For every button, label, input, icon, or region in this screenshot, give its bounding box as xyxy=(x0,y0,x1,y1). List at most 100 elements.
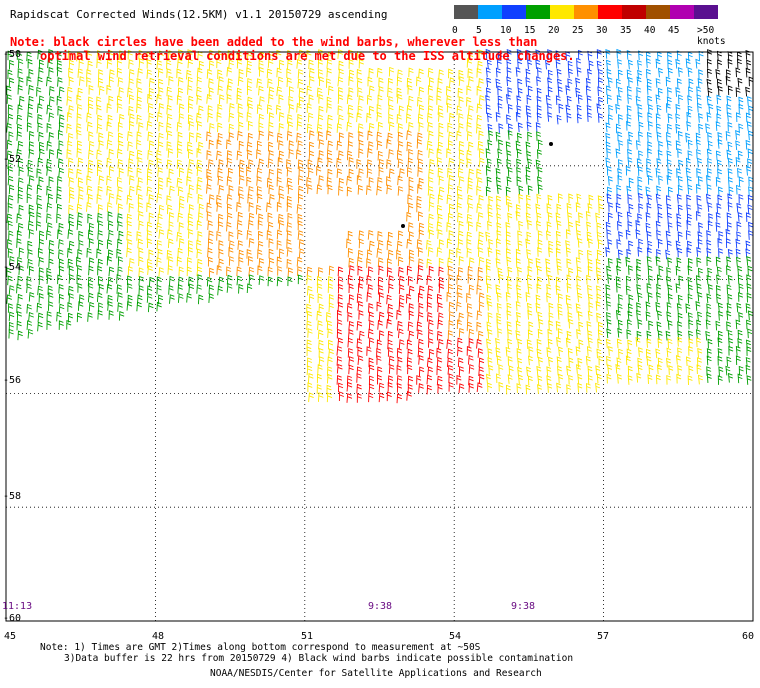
wind-barb xyxy=(348,69,355,80)
wind-barb xyxy=(366,159,373,169)
wind-barb xyxy=(26,193,32,203)
wind-barb xyxy=(7,175,14,186)
wind-barb xyxy=(258,275,265,285)
wind-barb xyxy=(266,68,273,79)
wind-barb xyxy=(276,49,282,60)
legend-label: 5 xyxy=(476,25,482,36)
wind-barb xyxy=(16,148,22,159)
wind-barb xyxy=(677,231,683,241)
wind-barb xyxy=(117,186,123,196)
wind-barb xyxy=(637,103,643,114)
wind-barb xyxy=(416,138,423,149)
wind-barb xyxy=(386,294,392,305)
wind-barb xyxy=(688,78,694,89)
wind-barb xyxy=(438,186,445,197)
wind-barb xyxy=(138,256,144,267)
wind-barb xyxy=(526,302,532,313)
wind-barb xyxy=(136,185,142,196)
wind-barb xyxy=(298,239,305,249)
wind-barb xyxy=(367,284,374,294)
wind-barb xyxy=(138,247,144,258)
wind-barb xyxy=(116,67,123,78)
wind-barb xyxy=(518,193,524,204)
wind-barb xyxy=(38,59,44,70)
wind-barb xyxy=(446,102,452,113)
wind-barb xyxy=(417,158,424,169)
wind-barb xyxy=(608,202,614,212)
wind-barb xyxy=(297,266,303,276)
wind-barb xyxy=(96,292,103,303)
wind-barb xyxy=(418,383,424,393)
wind-barb xyxy=(396,69,403,80)
wind-barb xyxy=(577,357,583,368)
wind-barb xyxy=(337,283,344,294)
wind-barb xyxy=(595,258,601,269)
wind-barb xyxy=(476,310,483,321)
wind-barb xyxy=(745,240,751,251)
contamination-dot xyxy=(401,224,405,228)
wind-barb xyxy=(618,139,624,150)
wind-barb xyxy=(88,238,94,248)
wind-barb xyxy=(487,139,493,150)
wind-barb xyxy=(466,303,473,313)
wind-barb xyxy=(96,96,102,107)
wind-barb xyxy=(186,168,193,178)
wind-barb xyxy=(478,301,485,312)
wind-barb xyxy=(196,184,202,194)
wind-barb xyxy=(306,346,312,357)
wind-barb xyxy=(37,114,43,124)
wind-barb xyxy=(577,94,583,104)
wind-barb xyxy=(348,283,354,294)
wind-barb xyxy=(596,222,602,233)
wind-barb xyxy=(735,355,741,366)
wind-barb xyxy=(158,267,165,277)
wind-barb xyxy=(616,282,622,293)
wind-barb xyxy=(108,148,114,159)
wind-barb xyxy=(7,239,13,249)
wind-barb xyxy=(517,338,523,349)
wind-barb xyxy=(86,112,92,123)
wind-barb xyxy=(58,140,64,150)
wind-barb xyxy=(18,166,24,177)
wind-barb xyxy=(106,283,113,294)
wind-barb xyxy=(398,275,405,286)
wind-barb xyxy=(278,150,284,161)
wind-barb xyxy=(408,176,414,187)
wind-barb xyxy=(568,374,574,385)
wind-barb xyxy=(376,67,383,78)
wind-barb xyxy=(625,355,631,366)
wind-barb xyxy=(748,186,754,196)
wind-barb xyxy=(246,283,253,294)
wind-barb xyxy=(217,132,223,143)
wind-barb xyxy=(276,104,282,115)
wind-barb xyxy=(76,220,83,230)
wind-barb xyxy=(438,266,444,277)
wind-barb xyxy=(128,78,134,88)
wind-barb xyxy=(368,85,375,96)
wind-barb xyxy=(326,312,332,322)
wind-barb xyxy=(466,121,472,132)
wind-barb xyxy=(606,311,612,322)
wind-barb xyxy=(406,265,413,276)
wind-barb xyxy=(308,167,314,178)
wind-barb xyxy=(449,77,455,87)
wind-barb xyxy=(208,139,214,150)
wind-barb xyxy=(366,94,373,105)
wind-barb xyxy=(726,321,732,331)
wind-barb xyxy=(238,121,244,132)
legend-color-swatch xyxy=(622,5,646,19)
wind-barb xyxy=(597,329,603,340)
wind-barb xyxy=(347,274,353,285)
wind-barb xyxy=(286,222,293,232)
wind-barb xyxy=(477,330,484,341)
wind-barb xyxy=(297,193,304,204)
wind-barb xyxy=(396,76,403,87)
wind-barb xyxy=(248,274,255,285)
wind-barb xyxy=(278,185,284,196)
wind-barb xyxy=(318,356,325,366)
wind-barb xyxy=(748,221,754,232)
wind-barb xyxy=(665,103,671,113)
wind-barb xyxy=(337,150,344,161)
wind-barb xyxy=(86,77,92,87)
wind-barb xyxy=(348,49,354,60)
